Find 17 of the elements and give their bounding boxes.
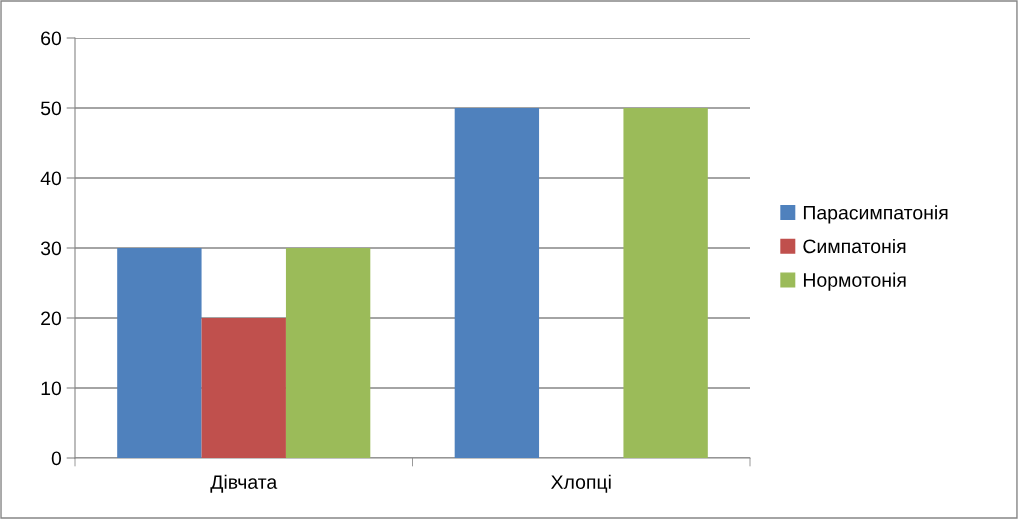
x-tick-label: Хлопці (551, 474, 611, 493)
legend-label: Нормотонія (803, 272, 906, 291)
x-tick-label: Дівчата (210, 474, 278, 493)
y-tick-label: 50 (40, 101, 62, 116)
bar (454, 108, 540, 458)
y-tick-label: 60 (41, 31, 62, 46)
bar (201, 318, 286, 458)
legend-label: Парасимпатонія (803, 205, 948, 224)
bar (285, 248, 371, 458)
bar (117, 248, 202, 458)
legend-label: Симпатонія (803, 238, 906, 254)
bar (623, 108, 708, 458)
y-tick-label: 30 (40, 241, 62, 256)
y-tick-label: 40 (40, 171, 62, 186)
y-tick-label: 20 (41, 311, 62, 326)
y-tick-label: 10 (41, 381, 62, 396)
y-tick-label: 0 (51, 451, 62, 466)
